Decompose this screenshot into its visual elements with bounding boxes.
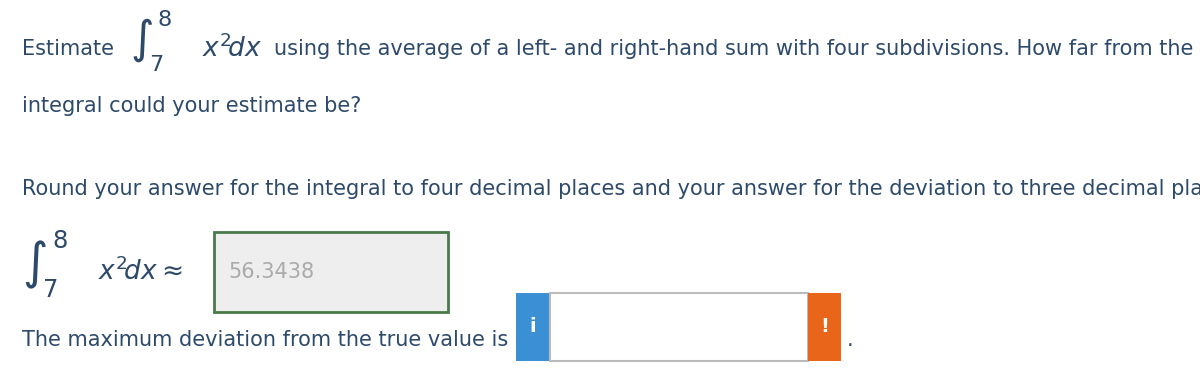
Text: 56.3438: 56.3438 (228, 262, 314, 282)
Text: .: . (847, 330, 854, 350)
FancyBboxPatch shape (808, 293, 841, 361)
Text: Round your answer for the integral to four decimal places and your answer for th: Round your answer for the integral to fo… (22, 179, 1200, 199)
Text: i: i (529, 318, 536, 336)
FancyBboxPatch shape (516, 293, 550, 361)
Text: The maximum deviation from the true value is: The maximum deviation from the true valu… (22, 330, 508, 350)
Text: $\int_{\!7}^{8}$: $\int_{\!7}^{8}$ (130, 9, 173, 74)
Text: !: ! (820, 318, 829, 336)
FancyBboxPatch shape (550, 293, 808, 361)
Text: integral could your estimate be?: integral could your estimate be? (22, 96, 361, 116)
FancyBboxPatch shape (214, 232, 448, 312)
Text: $x^2\!dx$: $x^2\!dx$ (202, 35, 262, 64)
Text: $\int_{\!7}^{8}$: $\int_{\!7}^{8}$ (22, 229, 67, 300)
Text: $x^2\!dx \approx$: $x^2\!dx \approx$ (98, 258, 182, 287)
Text: using the average of a left- and right-hand sum with four subdivisions. How far : using the average of a left- and right-h… (274, 39, 1200, 59)
Text: Estimate: Estimate (22, 39, 114, 59)
